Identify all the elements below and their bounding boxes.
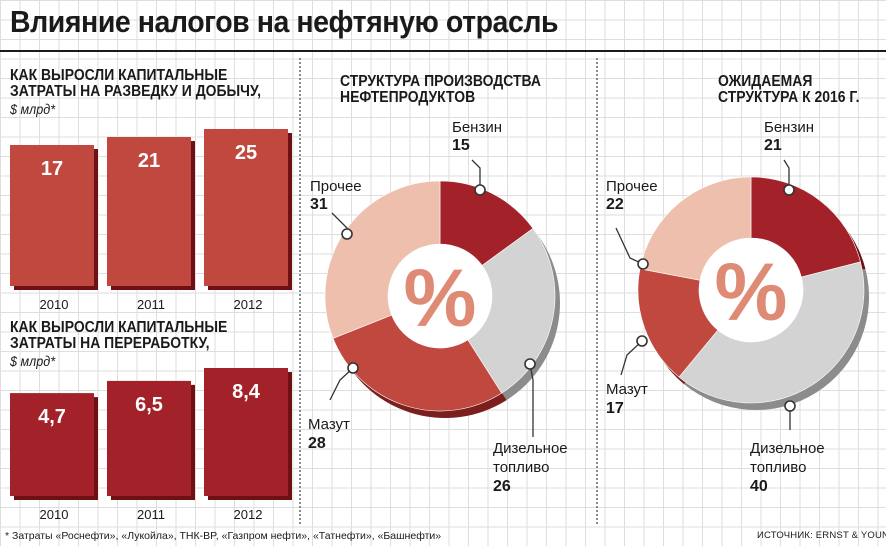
bar-value-label: 6,5	[135, 394, 163, 416]
bar-category-label: 2011	[137, 297, 165, 312]
bar-category-label: 2011	[137, 507, 165, 522]
title-rule	[0, 50, 886, 52]
leader-marker	[637, 258, 649, 270]
donut-slice-prochee	[639, 176, 752, 281]
donut-2-dizel-value: 40	[750, 478, 768, 495]
donut-2-benzin-value: 21	[764, 137, 782, 154]
donut-2-dizel-label-line2: топливо	[750, 459, 807, 476]
bar-value-label: 21	[138, 150, 160, 172]
donut-2-prochee-value: 22	[606, 196, 624, 213]
leader-line	[471, 159, 481, 190]
donut-1-mazut-label: Мазут	[308, 416, 350, 433]
percent-glyph: %	[715, 247, 788, 338]
donut-2-title-line1: ОЖИДАЕМАЯ	[718, 73, 813, 90]
donut-1-dizel-label-line1: Дизельное	[493, 440, 568, 457]
leader-marker	[474, 184, 486, 196]
divider-right	[596, 58, 598, 524]
page-title: Влияние налогов на нефтяную отрасль	[10, 4, 559, 39]
bar-chart-2-title-line1: КАК ВЫРОСЛИ КАПИТАЛЬНЫЕ	[10, 319, 228, 336]
bar-category-label: 2010	[40, 297, 69, 312]
donut-2-mazut-value: 17	[606, 400, 624, 417]
bar-chart-1: 17 2010 21 2011 25 2012	[10, 129, 292, 312]
leader-marker	[341, 228, 353, 240]
divider-left	[299, 58, 301, 524]
bar-chart-2-title: КАК ВЫРОСЛИ КАПИТАЛЬНЫЕ ЗАТРАТЫ НА ПЕРЕР…	[10, 320, 227, 352]
donut-1-dizel-label-line2: топливо	[493, 459, 550, 476]
leader-marker	[636, 335, 648, 347]
bar-category-label: 2012	[234, 297, 263, 312]
bar-value-label: 8,4	[232, 381, 261, 403]
footnote: * Затраты «Роснефти», «Лукойла», ТНК-BP,…	[5, 530, 442, 542]
donut-1-benzin-label: Бензин	[452, 119, 503, 136]
donut-1-title-line2: НЕФТЕПРОДУКТОВ	[340, 89, 476, 106]
donut-1-title-line1: СТРУКТУРА ПРОИЗВОДСТВА	[340, 73, 541, 90]
donut-hole	[388, 244, 492, 348]
bar-value-label: 4,7	[38, 406, 66, 428]
bar-chart-2: 4,7 2010 6,5 2011 8,4 2012	[10, 368, 292, 522]
donut-1-mazut-value: 28	[308, 435, 326, 452]
leader-line	[783, 159, 790, 190]
donut-2-dizel-label-line1: Дизельное	[750, 440, 825, 457]
bar-value-label: 17	[41, 158, 63, 180]
bar-2011	[107, 137, 191, 286]
donut-1-title: СТРУКТУРА ПРОИЗВОДСТВА НЕФТЕПРОДУКТОВ	[340, 74, 541, 106]
donut-hole	[699, 238, 803, 342]
donut-2-title-line2: СТРУКТУРА К 2016 Г.	[718, 89, 860, 106]
leader-marker	[524, 358, 536, 370]
bar-category-label: 2010	[40, 507, 69, 522]
leader-line	[620, 340, 643, 376]
leader-line	[615, 227, 644, 265]
leader-marker	[784, 400, 796, 412]
donut-2-mazut-label: Мазут	[606, 381, 648, 398]
donut-1-prochee-value: 31	[310, 196, 328, 213]
bar-chart-2-title-line2: ЗАТРАТЫ НА ПЕРЕРАБОТКУ,	[10, 335, 210, 352]
percent-glyph: %	[404, 253, 477, 344]
bar-chart-1-unit: $ млрд*	[10, 101, 56, 117]
leader-line	[329, 367, 354, 401]
bar-chart-1-title-line2: ЗАТРАТЫ НА РАЗВЕДКУ И ДОБЫЧУ,	[10, 83, 261, 100]
bar-2012	[204, 129, 288, 286]
donut-2-benzin-label: Бензин	[764, 119, 815, 136]
leader-marker	[783, 184, 795, 196]
leader-marker	[347, 362, 359, 374]
bar-2011	[107, 380, 191, 496]
bar-2010	[10, 393, 94, 496]
source-credit: ИСТОЧНИК: ERNST & YOUNG	[757, 530, 886, 541]
donut-2-prochee-label: Прочее	[606, 178, 658, 195]
donut-1-prochee-label: Прочее	[310, 178, 362, 195]
bar-2010	[10, 145, 94, 286]
bar-chart-1-title-line1: КАК ВЫРОСЛИ КАПИТАЛЬНЫЕ	[10, 67, 228, 84]
donut-1-benzin-value: 15	[452, 137, 470, 154]
bar-value-label: 25	[235, 142, 257, 164]
bar-category-label: 2012	[234, 507, 263, 522]
bar-2012	[204, 368, 288, 496]
donut-1-dizel-value: 26	[493, 478, 511, 495]
bar-chart-2-unit: $ млрд*	[10, 353, 56, 369]
bar-chart-1-title: КАК ВЫРОСЛИ КАПИТАЛЬНЫЕ ЗАТРАТЫ НА РАЗВЕ…	[10, 68, 261, 100]
donut-2-title: ОЖИДАЕМАЯ СТРУКТУРА К 2016 Г.	[718, 74, 859, 106]
